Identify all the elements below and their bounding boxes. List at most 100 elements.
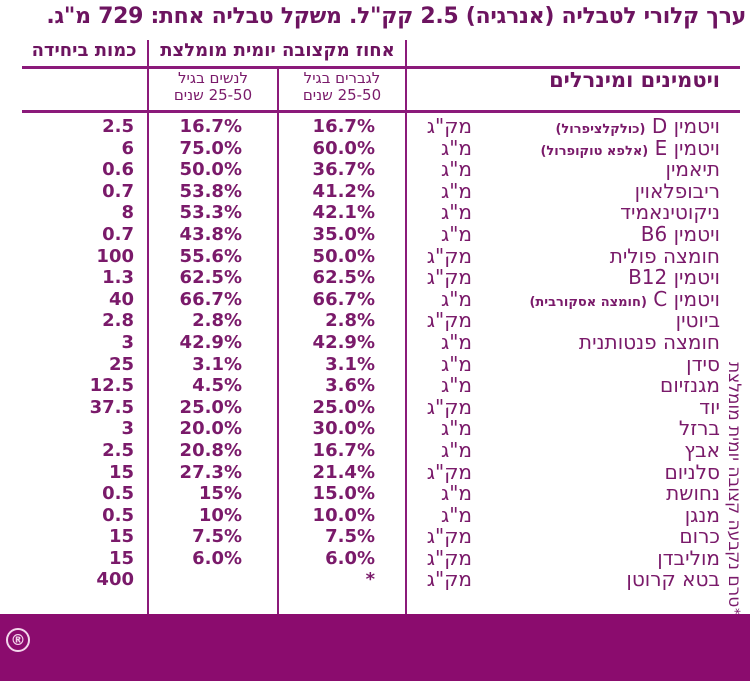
men-percent-cell: 60.0% bbox=[312, 137, 375, 159]
nutrient-name: חומצה פולית bbox=[609, 243, 720, 268]
nutrient-name-cell: סלניום bbox=[664, 459, 720, 484]
men-percent-cell: 21.4% bbox=[312, 461, 375, 483]
women-percent-cell: 3.1% bbox=[192, 353, 242, 375]
nutrient-name-cell: ריבופלאוין bbox=[634, 178, 720, 203]
women-percent-cell: 2.8% bbox=[192, 310, 242, 332]
table-row: 0.7 43.8% 35.0% מ"ג ויטמין B6 bbox=[0, 221, 750, 246]
unit-cell: מ"ג bbox=[440, 221, 472, 246]
nutrient-name-cell: נחושת bbox=[666, 481, 720, 506]
footnote-star: * bbox=[726, 607, 742, 615]
table-row: 0.5 10% 10.0% מ"ג מנגן bbox=[0, 502, 750, 527]
table-row: 2.5 20.8% 16.7% מ"ג אבץ bbox=[0, 437, 750, 462]
unit-cell: מק"ג bbox=[426, 567, 472, 592]
amount-cell: 25 bbox=[108, 353, 134, 375]
nutrient-name-cell: כרום bbox=[679, 524, 720, 549]
nutrient-name: ויטמין B12 bbox=[628, 265, 720, 290]
nutrient-subname: (כולקלציפרול) bbox=[555, 122, 646, 137]
women-percent-cell: 55.6% bbox=[179, 245, 242, 267]
header-women-line2: 25-50 שנים bbox=[173, 86, 253, 104]
women-percent-cell: 50.0% bbox=[179, 159, 242, 181]
divider-men-unit bbox=[405, 40, 407, 615]
nutrient-name-cell: ברזל bbox=[679, 418, 720, 440]
men-percent-cell: 3.6% bbox=[325, 375, 375, 397]
nutrient-subname: (אלפא טוקופרול) bbox=[540, 143, 649, 159]
unit-cell: מ"ג bbox=[440, 437, 472, 462]
header-vitamins-minerals: ויטמינים ומינרלים bbox=[549, 68, 720, 92]
nutrient-name-cell: יוד bbox=[699, 396, 720, 419]
nutrient-name: מנגן bbox=[684, 502, 720, 527]
nutrient-name: אבץ bbox=[684, 437, 720, 462]
women-percent-cell: 66.7% bbox=[179, 288, 242, 310]
nutrient-subname: (חומצה אסקורבית) bbox=[529, 294, 647, 310]
nutrient-name-cell: ויטמין C (חומצה אסקורבית) bbox=[529, 286, 720, 314]
men-percent-cell: 3.1% bbox=[325, 353, 375, 375]
footnote-text: טרם נקבעה קצובה יומית מומלצת bbox=[724, 362, 744, 608]
men-percent-cell: 62.5% bbox=[312, 267, 375, 289]
divider-women-men bbox=[277, 67, 279, 615]
amount-cell: 3 bbox=[121, 331, 134, 353]
amount-cell: 0.5 bbox=[102, 504, 134, 526]
unit-cell: מ"ג bbox=[440, 481, 472, 506]
header-women-line1: לנשים בגיל bbox=[178, 69, 248, 87]
amount-cell: 0.7 bbox=[102, 180, 134, 202]
women-percent-cell: 4.5% bbox=[192, 375, 242, 397]
amount-cell: 2.5 bbox=[102, 439, 134, 461]
women-percent-cell: 27.3% bbox=[179, 461, 242, 483]
nutrient-name-cell: מגנזיום bbox=[660, 374, 720, 397]
header-men: לגברים בגיל 25-50 שנים bbox=[280, 70, 404, 104]
unit-cell: מ"ג bbox=[440, 416, 472, 441]
nutrient-name-cell: חומצה פולית bbox=[609, 243, 720, 268]
table-row: 2.5 16.7% 16.7% מק"ג ויטמין D (כולקלציפרול) bbox=[0, 114, 750, 138]
women-percent-cell: 15% bbox=[198, 483, 242, 505]
table-row: 3 20.0% 30.0% מ"ג ברזל bbox=[0, 418, 750, 440]
nutrient-name: תיאמין bbox=[665, 157, 721, 182]
men-percent-cell: 2.8% bbox=[325, 310, 375, 332]
men-percent-cell: 50.0% bbox=[312, 245, 375, 267]
amount-cell: 0.6 bbox=[102, 159, 134, 181]
men-percent-cell: 15.0% bbox=[312, 483, 375, 505]
table-row: 8 53.3% 42.1% מ"ג ניקוטינאמיד bbox=[0, 202, 750, 224]
unit-cell: מק"ג bbox=[426, 524, 472, 549]
table-row: 40 66.7% 66.7% מ"ג ויטמין C (חומצה אסקורבית) bbox=[0, 286, 750, 314]
footer-band bbox=[0, 614, 750, 681]
men-percent-cell: 10.0% bbox=[312, 504, 375, 526]
header-men-line2: 25-50 שנים bbox=[302, 86, 382, 104]
table-row: 37.5 25.0% 25.0% מק"ג יוד bbox=[0, 394, 750, 419]
header-rule-top bbox=[22, 66, 740, 69]
table-row: 3 42.9% 42.9% מ"ג חומצה פנטותנית bbox=[0, 331, 750, 354]
nutrient-name-cell: ביוטין bbox=[676, 310, 720, 332]
table-row: 100 55.6% 50.0% מק"ג חומצה פולית bbox=[0, 243, 750, 268]
amount-cell: 6 bbox=[121, 137, 134, 159]
table-row: 0.5 15% 15.0% מ"ג נחושת bbox=[0, 481, 750, 506]
men-percent-cell: * bbox=[365, 569, 375, 591]
unit-cell: מק"ג bbox=[426, 114, 472, 138]
nutrient-name: ויטמין C bbox=[653, 286, 720, 311]
nutrient-name: סלניום bbox=[664, 459, 720, 484]
men-percent-cell: 7.5% bbox=[325, 526, 375, 548]
men-percent-cell: 6.0% bbox=[325, 547, 375, 569]
amount-cell: 37.5 bbox=[89, 396, 134, 418]
unit-cell: מ"ג bbox=[440, 157, 472, 182]
amount-cell: 100 bbox=[96, 245, 134, 267]
nutrient-name: כרום bbox=[679, 524, 720, 549]
unit-cell: מק"ג bbox=[426, 243, 472, 268]
amount-cell: 0.7 bbox=[102, 223, 134, 245]
unit-cell: מק"ג bbox=[426, 459, 472, 484]
amount-cell: 8 bbox=[121, 202, 134, 224]
registered-trademark-icon: ® bbox=[6, 628, 30, 652]
nutrient-name-cell: אבץ bbox=[684, 437, 720, 462]
table-row: 12.5 4.5% 3.6% מ"ג מגנזיום bbox=[0, 374, 750, 397]
nutrient-name-cell: בטא קרוטן bbox=[626, 569, 720, 591]
nutrient-name: בטא קרוטן bbox=[626, 567, 720, 592]
amount-cell: 12.5 bbox=[89, 375, 134, 397]
divider-amount-women bbox=[147, 40, 149, 615]
amount-cell: 40 bbox=[108, 288, 134, 310]
unit-cell: מק"ג bbox=[426, 394, 472, 419]
nutrient-name: נחושת bbox=[666, 481, 720, 506]
nutrient-name: ניקוטינאמיד bbox=[620, 200, 720, 225]
unit-cell: מ"ג bbox=[440, 502, 472, 527]
nutrient-name: ברזל bbox=[678, 416, 720, 441]
women-percent-cell: 75.0% bbox=[179, 137, 242, 159]
nutrient-name: ריבופלאוין bbox=[634, 178, 720, 203]
page-title: ערך קלורי לטבליה (אנרגיה) 2.5 קק"ל. משקל… bbox=[46, 4, 746, 29]
